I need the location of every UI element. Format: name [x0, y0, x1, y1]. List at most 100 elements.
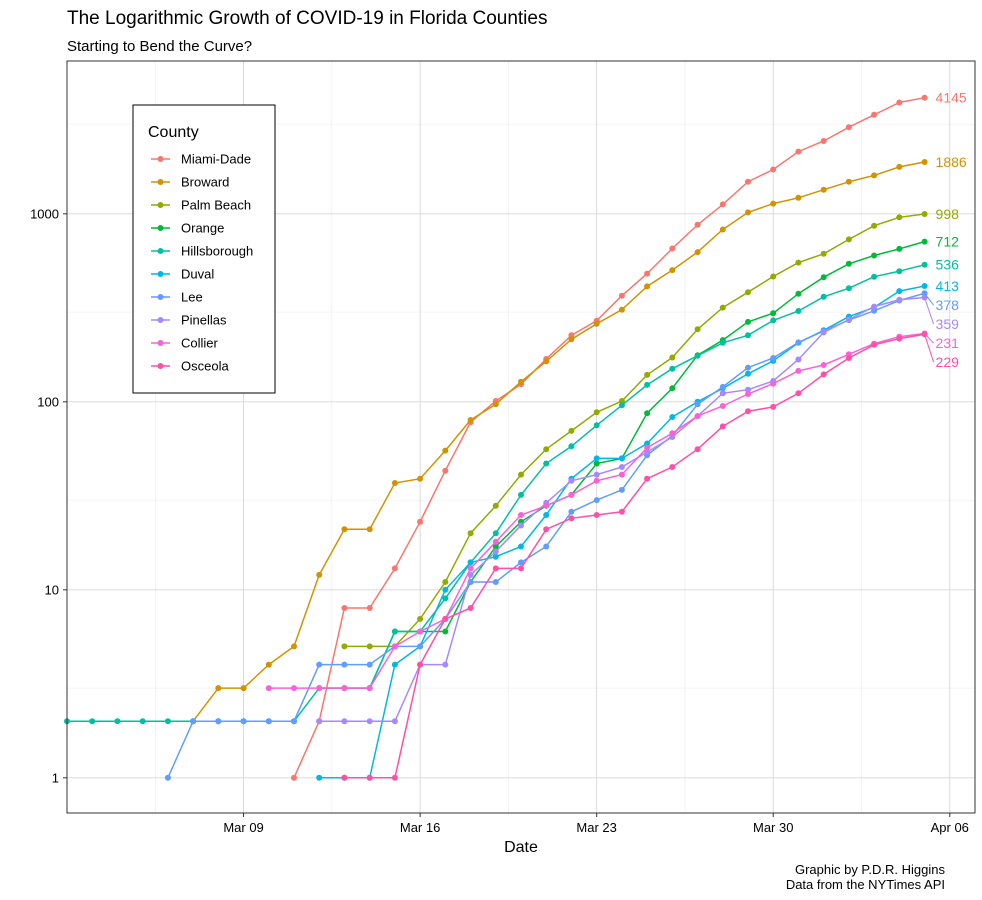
series-point — [291, 718, 297, 725]
series-point — [871, 307, 878, 314]
series-point — [719, 423, 726, 430]
series-point — [492, 401, 499, 408]
series-point — [442, 467, 449, 474]
series-point — [795, 356, 802, 363]
series-point — [896, 214, 903, 221]
x-tick-label: Mar 16 — [400, 820, 440, 835]
legend-key-point — [157, 156, 164, 162]
series-point — [568, 491, 575, 498]
series-point — [316, 718, 323, 725]
series-point — [114, 718, 121, 725]
series-point — [391, 661, 398, 668]
x-tick-label: Apr 06 — [931, 820, 969, 835]
series-point — [795, 367, 802, 374]
series-point — [770, 355, 777, 361]
end-label: 229 — [936, 354, 960, 370]
end-label: 1886 — [936, 154, 967, 170]
series-point — [492, 543, 499, 550]
series-point — [568, 427, 575, 434]
series-point — [845, 178, 852, 185]
series-point — [593, 512, 600, 518]
series-point — [745, 318, 751, 325]
series-point — [795, 308, 802, 314]
end-label: 378 — [936, 297, 960, 313]
series-point — [694, 352, 701, 359]
series-point — [417, 475, 424, 482]
series-point — [593, 471, 600, 478]
series-point — [795, 390, 802, 397]
series-point — [568, 477, 575, 484]
y-tick-label: 1 — [52, 770, 59, 785]
series-point — [442, 595, 449, 602]
series-point — [240, 685, 247, 692]
series-point — [871, 172, 878, 179]
legend-key-point — [157, 225, 164, 231]
legend-key-point — [157, 363, 164, 369]
series-point — [442, 615, 449, 622]
series-point — [644, 381, 651, 388]
series-point — [719, 339, 726, 346]
series-point — [492, 579, 499, 585]
series-point — [265, 718, 272, 725]
series-point — [618, 292, 625, 299]
series-line — [293, 96, 925, 779]
series-point — [366, 526, 373, 533]
series-point — [820, 329, 827, 336]
series-line — [192, 161, 925, 722]
series-point — [265, 661, 272, 668]
series-point — [417, 628, 424, 635]
series-point — [593, 422, 600, 429]
series-point — [618, 508, 625, 515]
series-point — [341, 685, 348, 692]
axes-group: Mar 09 Mar 16 Mar 23 Mar 30 Apr 06 1 10 100 1000 — [30, 206, 969, 835]
series-point — [845, 316, 852, 323]
series-point — [366, 774, 373, 781]
series-point — [745, 391, 751, 397]
end-label: 712 — [936, 234, 960, 250]
x-tick-label: Mar 23 — [576, 820, 616, 835]
series-point — [518, 471, 524, 478]
chart-subtitle: Starting to Bend the Curve? — [67, 38, 252, 55]
legend-label: Broward — [181, 175, 229, 190]
series-point — [644, 449, 651, 456]
series-point — [518, 522, 524, 529]
legend-box — [132, 104, 276, 394]
series-point — [820, 371, 827, 378]
series-point — [568, 508, 575, 515]
series-point — [366, 643, 373, 650]
series-point — [618, 464, 625, 470]
series-point — [518, 543, 524, 550]
series-point — [291, 643, 297, 650]
series-point — [417, 615, 424, 622]
series-point — [644, 270, 651, 277]
legend-title: County — [148, 124, 199, 141]
series-point — [719, 403, 726, 409]
series-point — [820, 293, 827, 300]
series-point — [795, 290, 802, 297]
series-point — [417, 518, 424, 525]
series-point — [644, 475, 651, 482]
series-point — [871, 303, 878, 310]
series-point — [543, 543, 550, 550]
series-point — [845, 124, 852, 131]
series-point — [745, 364, 751, 371]
series-point — [694, 413, 701, 420]
series-point — [467, 530, 474, 537]
series-point — [896, 268, 903, 275]
series-point — [341, 526, 348, 533]
series-point — [770, 317, 777, 324]
x-tick-label: Mar 09 — [223, 820, 263, 835]
series-point — [543, 512, 550, 518]
series-point — [442, 579, 449, 585]
series-point — [896, 296, 903, 303]
x-tick-label: Mar 30 — [753, 820, 793, 835]
series-point — [518, 491, 524, 498]
series-point — [366, 605, 373, 611]
end-label-leader — [924, 333, 934, 344]
series-point — [644, 440, 651, 447]
series-point — [745, 408, 751, 415]
series-point — [618, 455, 625, 462]
x-axis-title: Date — [504, 839, 538, 856]
series-point — [291, 685, 297, 692]
